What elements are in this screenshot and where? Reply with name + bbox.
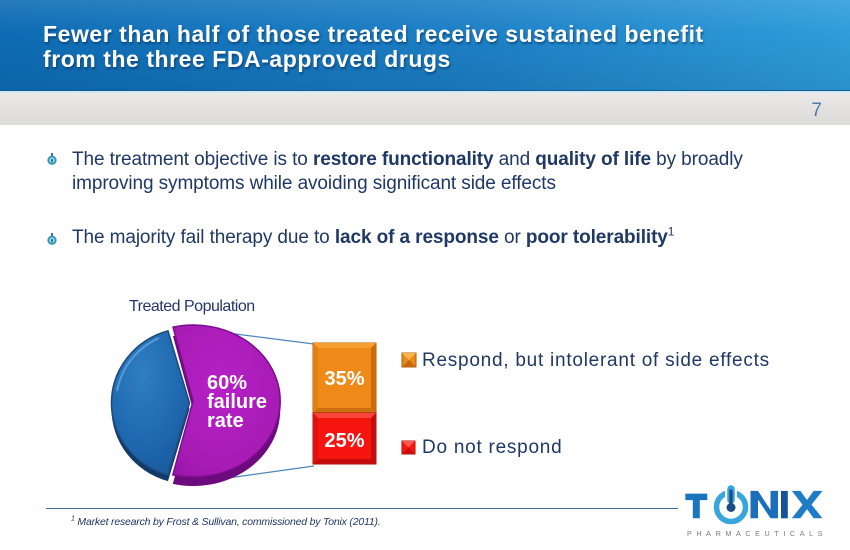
- svg-text:PHARMACEUTICALS: PHARMACEUTICALS: [687, 529, 827, 538]
